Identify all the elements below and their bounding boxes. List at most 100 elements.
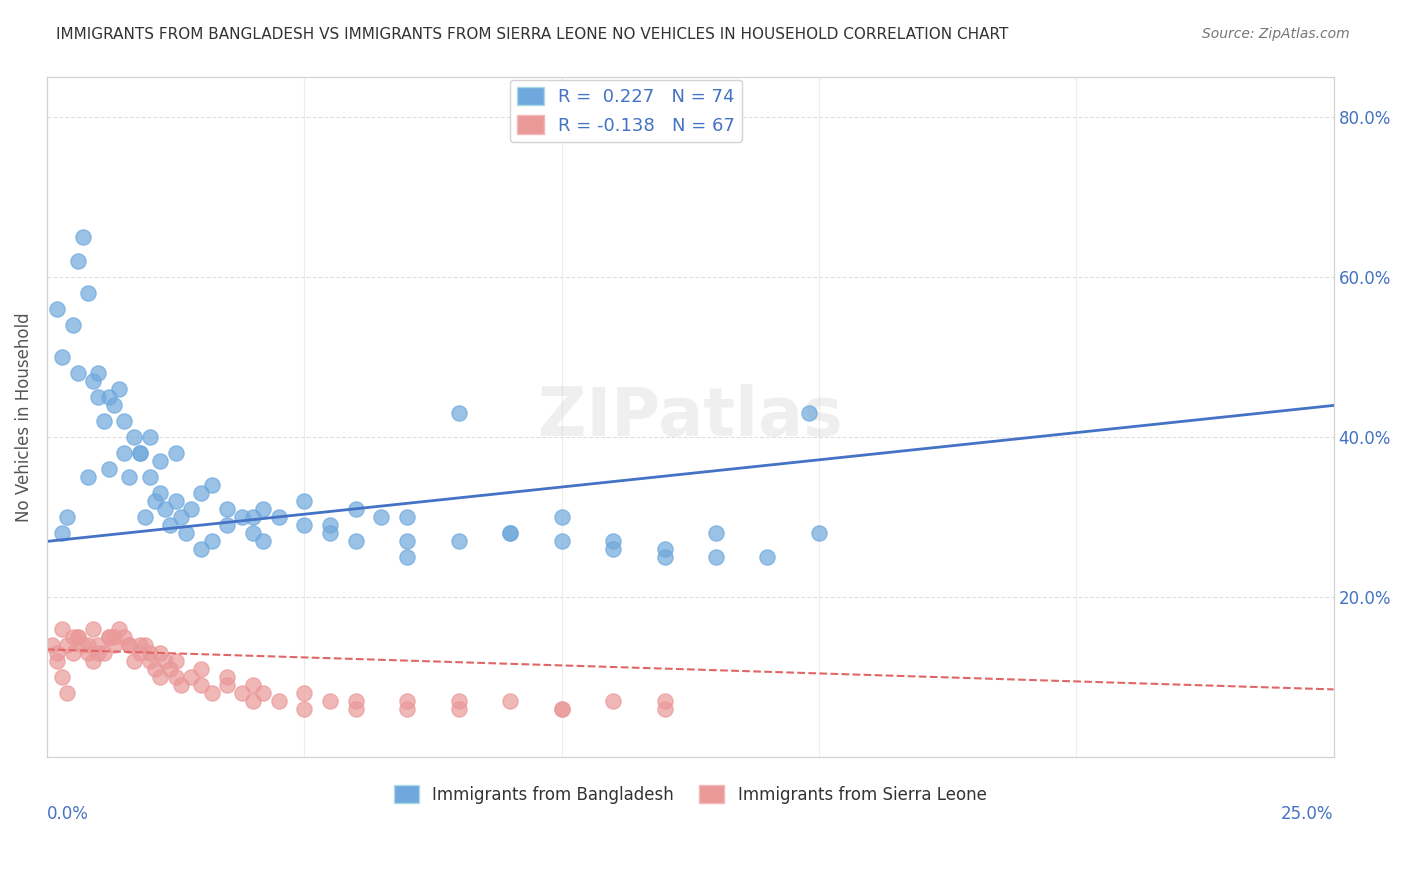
Point [97, 462, 120, 476]
Point [51, 351, 73, 365]
Point [344, 534, 367, 549]
Point [654, 542, 676, 557]
Point [82, 623, 104, 637]
Point [87, 367, 110, 381]
Point [112, 446, 135, 460]
Point [103, 399, 125, 413]
Point [215, 518, 238, 533]
Point [499, 526, 522, 541]
Point [82, 375, 104, 389]
Point [200, 686, 222, 700]
Point [231, 686, 253, 700]
Text: ZIPatlas: ZIPatlas [538, 384, 842, 450]
Point [292, 494, 315, 508]
Point [77, 286, 100, 301]
Point [124, 430, 146, 444]
Text: Source: ZipAtlas.com: Source: ZipAtlas.com [1202, 27, 1350, 41]
Point [165, 670, 187, 684]
Point [602, 694, 624, 708]
Point [97, 391, 120, 405]
Point [128, 647, 150, 661]
Point [396, 550, 419, 565]
Point [396, 510, 419, 524]
Point [62, 631, 84, 645]
Point [252, 534, 274, 549]
Point [56, 686, 79, 700]
Point [267, 694, 290, 708]
Point [231, 510, 253, 524]
Point [118, 470, 141, 484]
Point [344, 694, 367, 708]
Point [159, 518, 181, 533]
Point [108, 623, 131, 637]
Point [149, 647, 172, 661]
Point [292, 686, 315, 700]
Point [267, 510, 290, 524]
Point [143, 662, 166, 676]
Point [134, 639, 156, 653]
Point [118, 639, 141, 653]
Point [292, 702, 315, 716]
Point [134, 510, 156, 524]
Point [87, 647, 110, 661]
Point [190, 486, 212, 500]
Point [756, 550, 779, 565]
Point [66, 367, 89, 381]
Point [654, 694, 676, 708]
Point [149, 670, 172, 684]
Point [128, 446, 150, 460]
Point [370, 510, 392, 524]
Point [292, 518, 315, 533]
Point [93, 414, 115, 428]
Point [170, 510, 193, 524]
Point [602, 534, 624, 549]
Point [93, 647, 115, 661]
Point [319, 694, 342, 708]
Point [170, 678, 193, 692]
Point [344, 502, 367, 516]
Point [447, 702, 470, 716]
Point [190, 662, 212, 676]
Point [807, 526, 830, 541]
Point [66, 631, 89, 645]
Point [180, 502, 202, 516]
Point [62, 647, 84, 661]
Point [128, 446, 150, 460]
Point [87, 391, 110, 405]
Text: 25.0%: 25.0% [1281, 805, 1334, 823]
Point [46, 302, 69, 317]
Point [190, 542, 212, 557]
Point [165, 494, 187, 508]
Point [77, 647, 100, 661]
Point [242, 694, 264, 708]
Point [215, 670, 238, 684]
Y-axis label: No Vehicles in Household: No Vehicles in Household [15, 312, 32, 522]
Point [396, 534, 419, 549]
Point [654, 550, 676, 565]
Point [139, 647, 162, 661]
Point [447, 694, 470, 708]
Point [159, 662, 181, 676]
Point [396, 702, 419, 716]
Point [155, 502, 177, 516]
Point [82, 654, 104, 668]
Point [143, 494, 166, 508]
Text: 0.0%: 0.0% [46, 805, 89, 823]
Point [165, 446, 187, 460]
Point [200, 534, 222, 549]
Point [252, 502, 274, 516]
Point [41, 639, 63, 653]
Point [66, 254, 89, 268]
Point [128, 639, 150, 653]
Point [215, 502, 238, 516]
Point [704, 550, 727, 565]
Point [499, 694, 522, 708]
Point [447, 406, 470, 420]
Point [56, 639, 79, 653]
Point [190, 678, 212, 692]
Legend: Immigrants from Bangladesh, Immigrants from Sierra Leone: Immigrants from Bangladesh, Immigrants f… [388, 779, 993, 810]
Point [550, 702, 572, 716]
Point [242, 526, 264, 541]
Point [396, 694, 419, 708]
Point [87, 639, 110, 653]
